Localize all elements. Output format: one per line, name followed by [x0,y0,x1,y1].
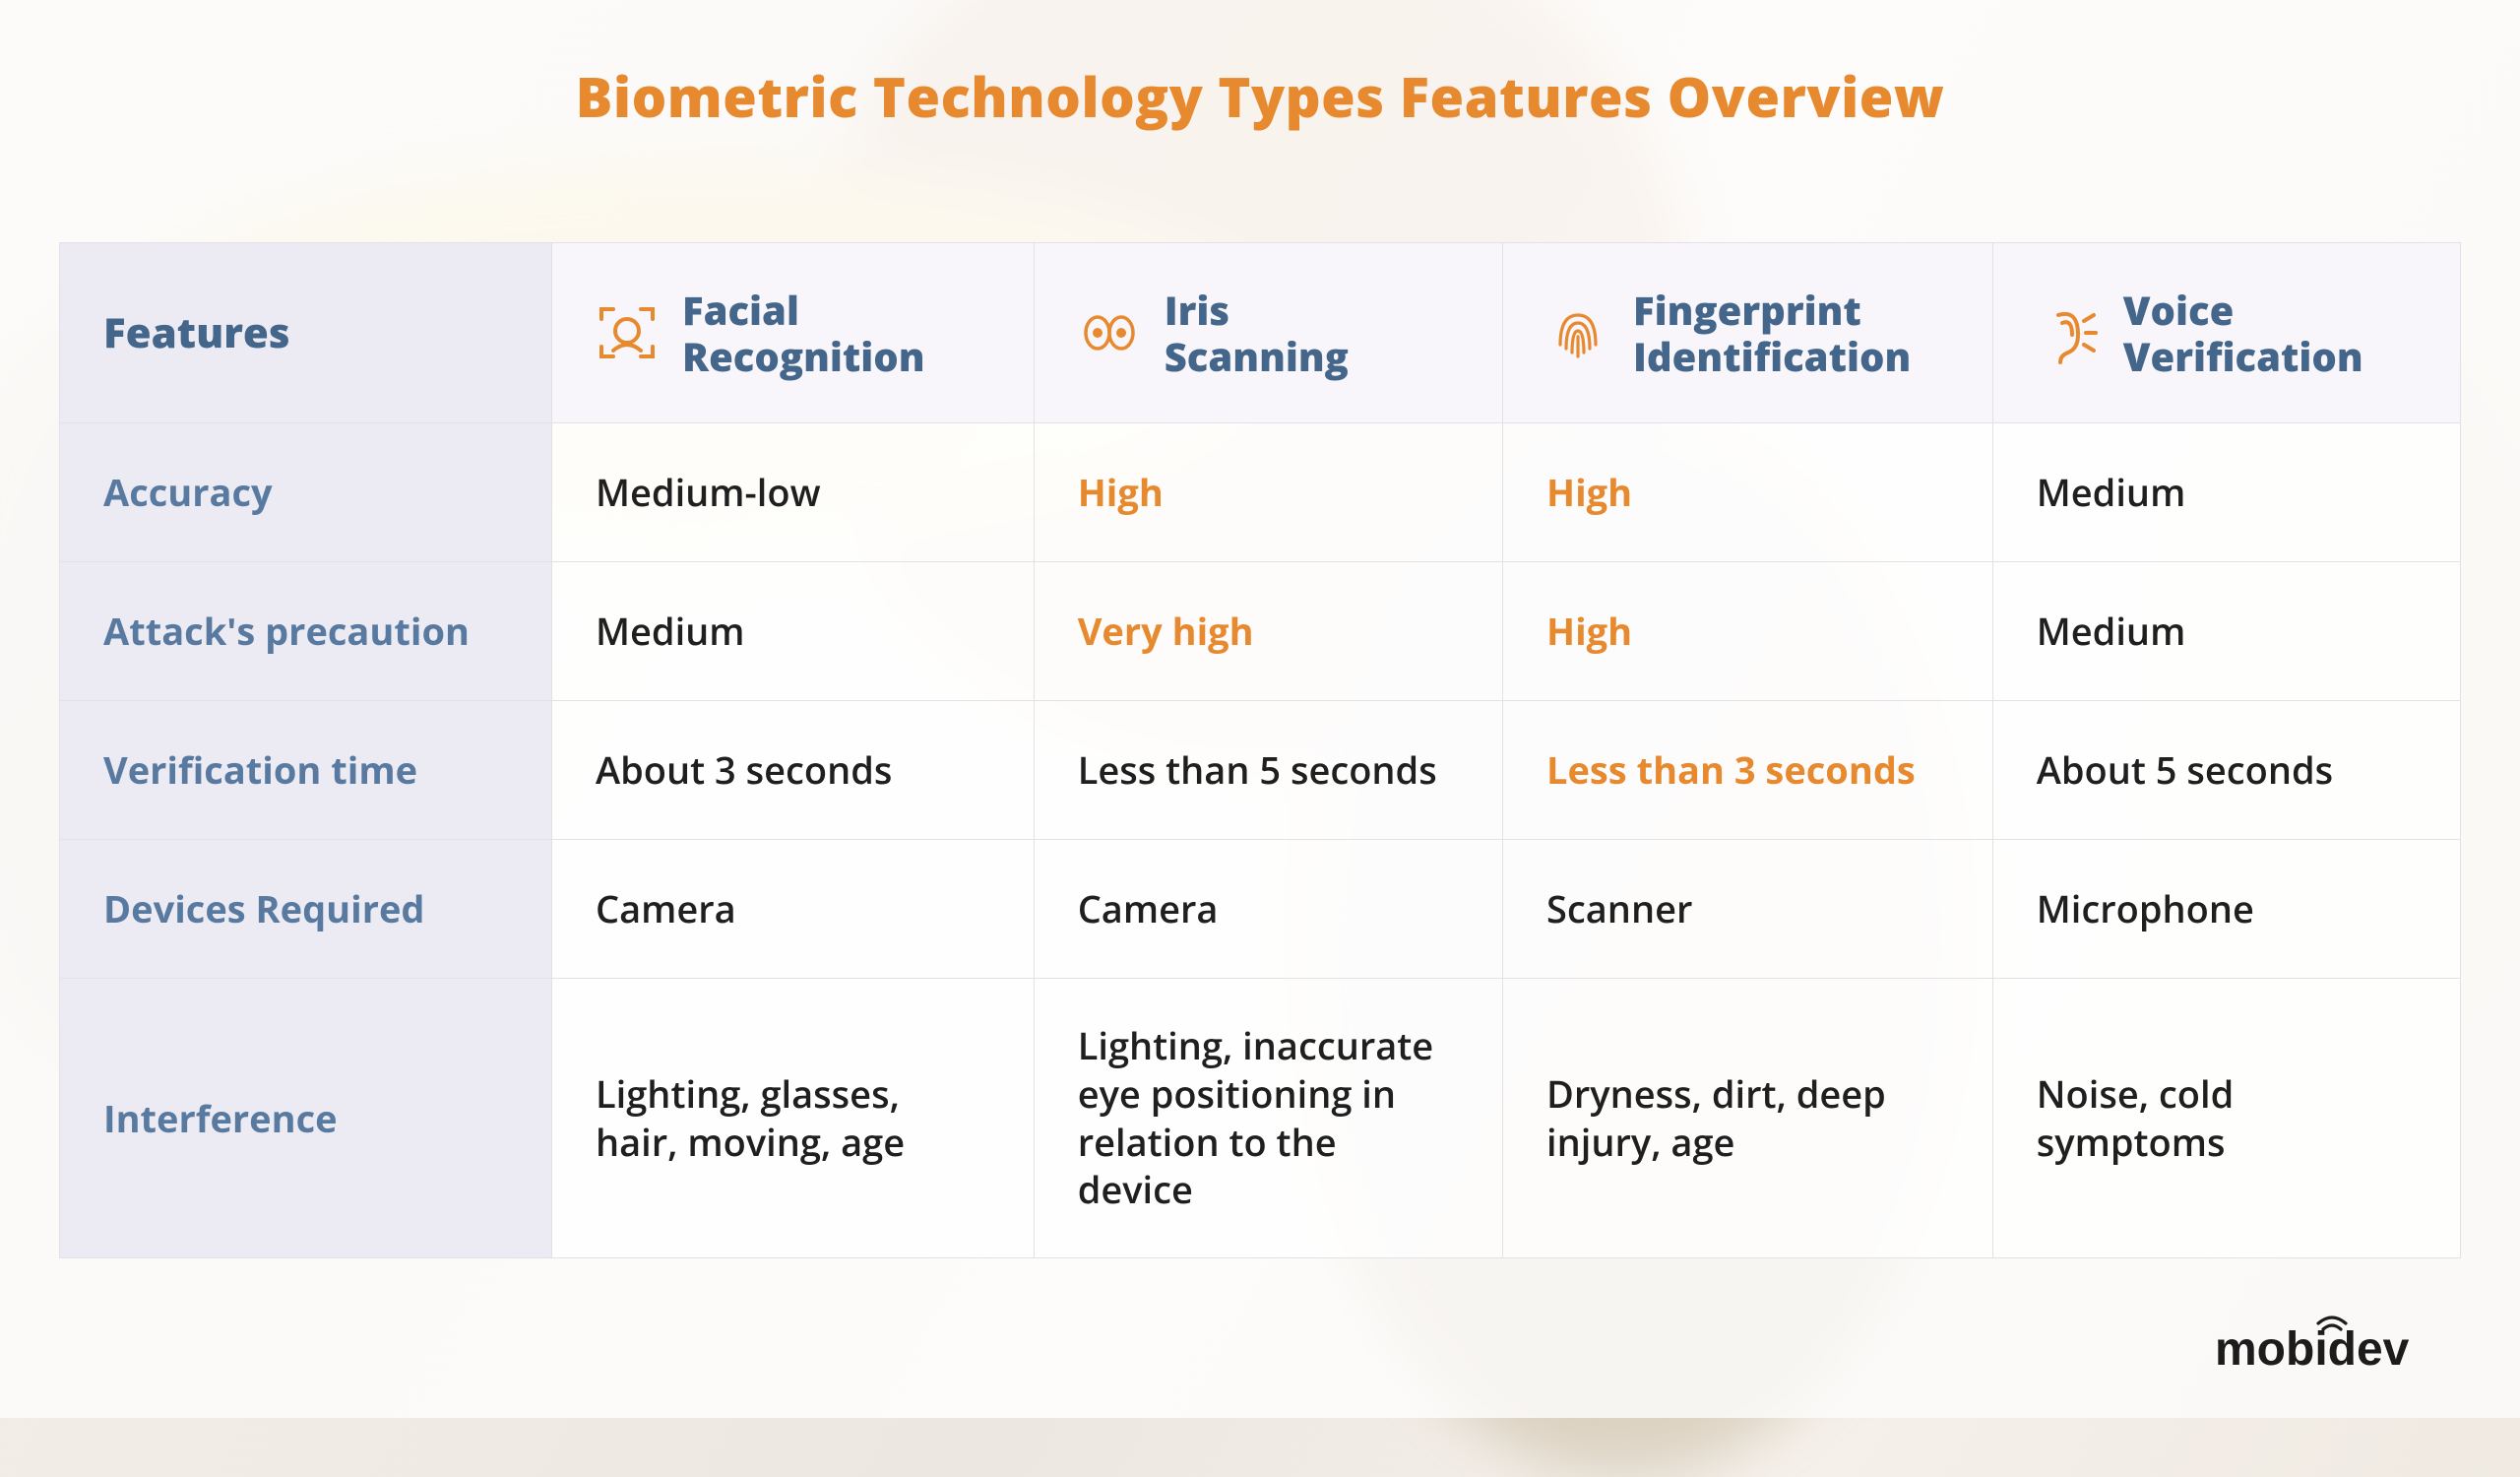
cell-value: High [1078,469,1459,517]
cell-fingerprint: Less than 3 seconds [1503,701,1993,840]
col-header-iris: IrisScanning [1034,243,1502,423]
cell-value: Camera [596,885,990,933]
table-head: Features FacialRecognition IrisSca [60,243,2461,423]
comparison-table: Features FacialRecognition IrisSca [59,242,2461,1258]
table-body: AccuracyMedium-lowHighHighMediumAttack's… [60,423,2461,1258]
cell-voice: Microphone [1992,840,2460,979]
col-header-label: FingerprintIdentification [1633,287,1911,379]
table-row: Verification time About 3 seconds Less tha… [60,701,2461,840]
cell-voice: About 5 seconds [1992,701,2460,840]
cell-value: High [1546,469,1949,517]
cell-value: Microphone [2037,885,2417,933]
cell-voice: Medium [1992,562,2460,701]
cell-facial: Medium-low [552,423,1035,562]
comparison-table-wrap: Features FacialRecognition IrisSca [59,242,2461,1258]
cell-facial: About 3 seconds [552,701,1035,840]
cell-value: Less than 3 seconds [1546,746,1949,795]
cell-value: Medium [2037,608,2417,656]
cell-value: About 3 seconds [596,746,990,795]
col-header-voice: VoiceVerification [1992,243,2460,423]
cell-value: Lighting, inaccurate eye positioning in … [1078,1022,1459,1214]
features-header: Features [60,243,552,423]
cell-facial: Lighting, glasses, hair, moving, age [552,979,1035,1258]
cell-fingerprint: Scanner [1503,840,1993,979]
cell-value: Medium [596,608,990,656]
svg-text:mobidev: mobidev [2215,1323,2410,1376]
cell-iris: High [1034,423,1502,562]
mobidev-logo: mobidev [2215,1314,2461,1382]
row-feature-label: Attack's precaution [60,562,552,701]
cell-value: High [1546,608,1949,656]
fingerprint-icon [1546,301,1609,364]
cell-value: Camera [1078,885,1459,933]
cell-fingerprint: High [1503,562,1993,701]
cell-value: Medium [2037,469,2417,517]
cell-value: Dryness, dirt, deep injury, age [1546,1070,1949,1166]
cell-iris: Less than 5 seconds [1034,701,1502,840]
table-row: Attack's precaution Medium Very high High Me… [60,562,2461,701]
eyes-icon [1078,301,1141,364]
cell-value: Medium-low [596,469,990,517]
table-header-row: Features FacialRecognition IrisSca [60,243,2461,423]
cell-voice: Noise, cold symptoms [1992,979,2460,1258]
cell-value: Less than 5 seconds [1078,746,1459,795]
col-header-label: IrisScanning [1165,287,1349,379]
mobidev-logo-svg: mobidev [2215,1314,2461,1382]
cell-facial: Medium [552,562,1035,701]
cell-fingerprint: Dryness, dirt, deep injury, age [1503,979,1993,1258]
cell-facial: Camera [552,840,1035,979]
col-header-fingerprint: FingerprintIdentification [1503,243,1993,423]
cell-iris: Camera [1034,840,1502,979]
cell-value: Lighting, glasses, hair, moving, age [596,1070,990,1166]
cell-fingerprint: High [1503,423,1993,562]
row-feature-label: Interference [60,979,552,1258]
table-row: Devices Required Camera Camera Scanner Micro… [60,840,2461,979]
ear-icon [2037,301,2100,364]
cell-value: Scanner [1546,885,1949,933]
cell-value: Noise, cold symptoms [2037,1070,2417,1166]
page-title: Biometric Technology Types Features Over… [49,59,2471,134]
table-row: Interference Lighting, glasses, hair, mov… [60,979,2461,1258]
cell-value: Very high [1078,608,1459,656]
cell-iris: Very high [1034,562,1502,701]
cell-iris: Lighting, inaccurate eye positioning in … [1034,979,1502,1258]
col-header-label: FacialRecognition [682,287,925,379]
row-feature-label: Devices Required [60,840,552,979]
face-icon [596,301,659,364]
table-row: Accuracy Medium-low High High Medium [60,423,2461,562]
row-feature-label: Accuracy [60,423,552,562]
col-header-label: VoiceVerification [2123,287,2363,379]
cell-voice: Medium [1992,423,2460,562]
col-header-facial: FacialRecognition [552,243,1035,423]
cell-value: About 5 seconds [2037,746,2417,795]
row-feature-label: Verification time [60,701,552,840]
